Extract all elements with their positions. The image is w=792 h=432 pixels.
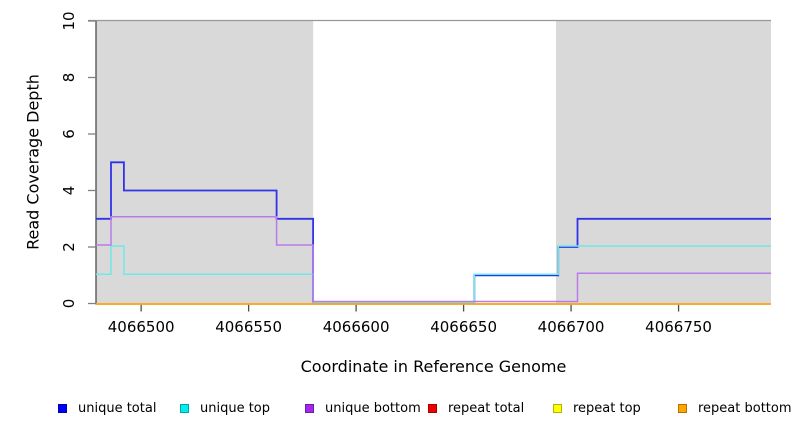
legend-item: unique bottom [305,401,421,416]
shaded-region [556,21,771,304]
x-tick-label: 4066600 [323,318,390,336]
legend-item: unique total [58,401,156,416]
legend-swatch-repeat-bottom [678,404,687,413]
legend-label: repeat total [448,401,525,416]
y-tick-label: 2 [60,242,78,252]
legend-swatch-unique-total [58,404,67,413]
x-tick-label: 4066500 [108,318,175,336]
y-tick-label: 4 [60,186,78,196]
y-tick-label: 8 [60,73,78,83]
x-tick-label: 4066550 [215,318,282,336]
legend-swatch-repeat-top [553,404,562,413]
legend-item: repeat bottom [678,401,792,416]
x-tick-label: 4066700 [538,318,605,336]
legend-label: repeat bottom [698,401,792,416]
legend-swatch-repeat-total [428,404,437,413]
y-tick-label: 0 [60,299,78,309]
legend-item: repeat total [428,401,524,416]
legend-swatch-unique-top [180,404,189,413]
legend-label: unique top [200,401,271,416]
legend-item: unique top [180,401,270,416]
series-line-unique-bottom [96,216,771,303]
y-tick-label: 6 [60,129,78,139]
legend-swatch-unique-bottom [305,404,314,413]
x-axis-title: Coordinate in Reference Genome [300,357,567,376]
legend-item: repeat top [553,401,641,416]
x-tick-label: 4066750 [645,318,712,336]
y-axis-title: Read Coverage Depth [23,74,43,250]
x-tick-label: 4066650 [430,318,497,336]
shaded-region [96,21,314,304]
legend-label: unique bottom [325,401,421,416]
legend-label: unique total [78,401,157,416]
legend-label: repeat top [573,401,641,416]
y-tick-label: 10 [60,11,78,30]
